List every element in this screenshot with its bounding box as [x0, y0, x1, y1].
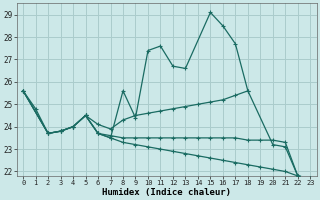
- X-axis label: Humidex (Indice chaleur): Humidex (Indice chaleur): [102, 188, 231, 197]
